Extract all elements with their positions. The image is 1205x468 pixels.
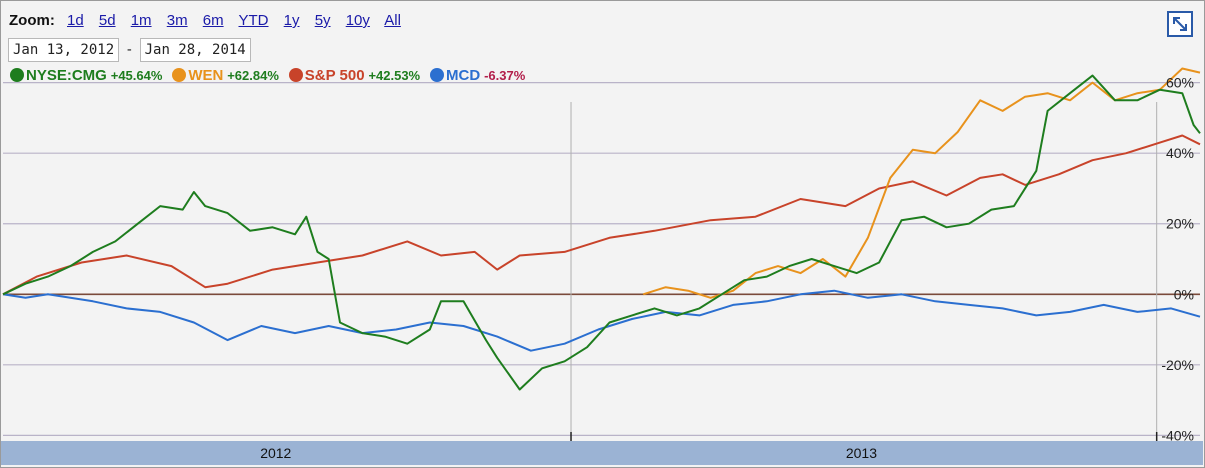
legend-item-wen[interactable]: WEN +62.84% bbox=[172, 67, 279, 84]
expand-button[interactable] bbox=[1167, 11, 1193, 37]
y-tick-label: -20% bbox=[1161, 357, 1194, 373]
end-date-field[interactable]: Jan 28, 2014 bbox=[139, 38, 251, 62]
series-line-s-p-500 bbox=[2, 134, 1201, 296]
zoom-6m-link[interactable]: 6m bbox=[202, 12, 224, 29]
zoom-3m-link[interactable]: 3m bbox=[166, 12, 188, 29]
legend-name: S&P 500 bbox=[304, 67, 365, 84]
y-tick-label: -40% bbox=[1161, 427, 1194, 443]
y-axis-ticks: 60% 40% 20% 0% -20% -40% bbox=[1161, 75, 1194, 444]
series-dot-icon bbox=[430, 68, 445, 82]
legend-item-sp500[interactable]: S&P 500 +42.53% bbox=[288, 67, 421, 84]
y-tick-label: 40% bbox=[1166, 145, 1194, 161]
zoom-1d-link[interactable]: 1d bbox=[67, 12, 84, 29]
zoom-1y-link[interactable]: 1y bbox=[283, 12, 300, 29]
legend-change: -6.37% bbox=[484, 68, 526, 83]
legend-item-mcd[interactable]: MCD -6.37% bbox=[430, 67, 525, 84]
date-range: Jan 13, 2012- Jan 28, 2014 bbox=[8, 38, 251, 62]
legend-change: +45.64% bbox=[110, 68, 163, 83]
zoom-toolbar: Zoom: 1d 5d 1m 3m 6m YTD 1y 5y 10y All bbox=[9, 12, 412, 29]
zoom-5d-link[interactable]: 5d bbox=[98, 12, 116, 29]
expand-icon bbox=[1173, 17, 1187, 31]
zoom-1m-link[interactable]: 1m bbox=[130, 12, 152, 29]
series-line-nyse-cmg bbox=[2, 74, 1201, 391]
series-lines bbox=[2, 67, 1201, 391]
x-axis-ticks: 2012 2013 bbox=[260, 445, 877, 461]
start-date-field[interactable]: Jan 13, 2012 bbox=[8, 38, 120, 62]
series-line-wen bbox=[642, 67, 1201, 299]
y-tick-label: 0% bbox=[1174, 286, 1194, 302]
legend: NYSE:CMG +45.64% WEN +62.84% S&P 500 +42… bbox=[10, 67, 531, 84]
x-axis-bar bbox=[1, 441, 1203, 465]
legend-change: +62.84% bbox=[227, 68, 279, 83]
series-dot-icon bbox=[172, 68, 187, 82]
legend-name: NYSE:CMG bbox=[26, 67, 107, 84]
zoom-10y-link[interactable]: 10y bbox=[345, 12, 370, 29]
grid-lines bbox=[3, 82, 1200, 441]
zoom-5y-link[interactable]: 5y bbox=[314, 12, 331, 29]
x-tick-label: 2013 bbox=[846, 445, 877, 461]
x-tick-label: 2012 bbox=[260, 445, 291, 461]
date-range-separator: - bbox=[125, 42, 134, 58]
y-tick-label: 60% bbox=[1166, 75, 1194, 91]
legend-item-cmg[interactable]: NYSE:CMG +45.64% bbox=[10, 67, 162, 84]
zoom-label: Zoom: bbox=[9, 12, 55, 29]
series-dot-icon bbox=[10, 68, 24, 82]
y-tick-label: 20% bbox=[1166, 216, 1194, 232]
legend-name: MCD bbox=[446, 67, 481, 84]
legend-name: WEN bbox=[188, 67, 224, 84]
series-line-mcd bbox=[2, 289, 1201, 352]
zoom-ytd-link[interactable]: YTD bbox=[238, 12, 269, 29]
zoom-all-link[interactable]: All bbox=[384, 12, 401, 29]
series-dot-icon bbox=[288, 68, 303, 82]
legend-change: +42.53% bbox=[368, 68, 421, 83]
